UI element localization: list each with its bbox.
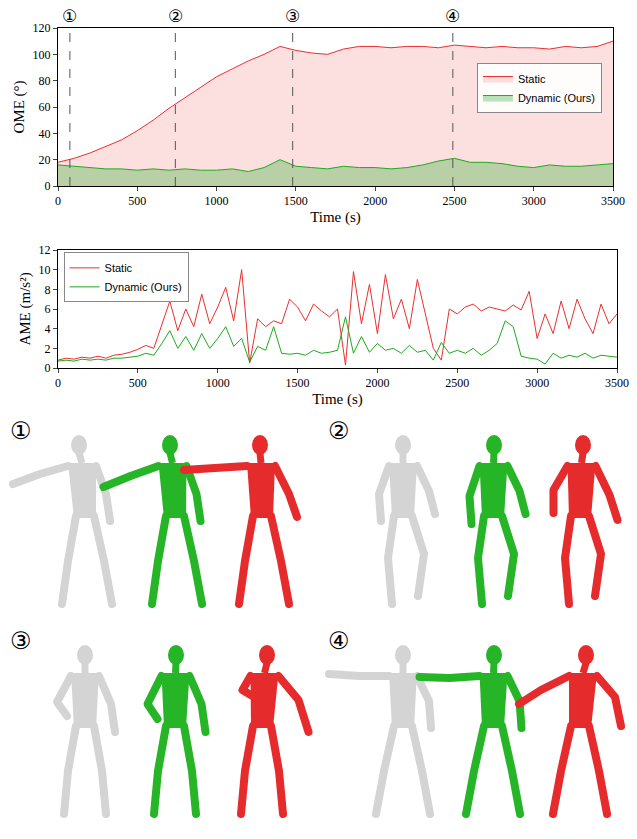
svg-text:①: ① xyxy=(62,6,77,26)
svg-text:0: 0 xyxy=(55,376,61,390)
svg-text:②: ② xyxy=(168,6,183,26)
svg-text:0: 0 xyxy=(55,194,61,208)
svg-text:1500: 1500 xyxy=(284,194,308,208)
svg-text:2000: 2000 xyxy=(365,376,389,390)
svg-text:OME (°): OME (°) xyxy=(11,80,28,133)
svg-text:Static: Static xyxy=(518,73,546,85)
svg-text:3000: 3000 xyxy=(525,376,549,390)
svg-text:②: ② xyxy=(328,417,350,445)
svg-text:500: 500 xyxy=(129,376,147,390)
svg-text:0: 0 xyxy=(45,361,51,375)
svg-text:12: 12 xyxy=(39,243,51,257)
svg-text:④: ④ xyxy=(328,627,350,655)
svg-text:4: 4 xyxy=(45,322,51,336)
svg-text:3000: 3000 xyxy=(522,194,546,208)
svg-text:20: 20 xyxy=(39,153,51,167)
svg-text:Time (s): Time (s) xyxy=(310,209,361,226)
svg-text:Dynamic (Ours): Dynamic (Ours) xyxy=(105,281,182,293)
svg-text:Dynamic (Ours): Dynamic (Ours) xyxy=(518,92,595,104)
svg-text:3500: 3500 xyxy=(605,376,629,390)
svg-text:3500: 3500 xyxy=(601,194,625,208)
svg-text:2500: 2500 xyxy=(442,194,466,208)
svg-text:120: 120 xyxy=(33,21,51,35)
svg-text:6: 6 xyxy=(45,302,51,316)
svg-text:10: 10 xyxy=(39,263,51,277)
svg-text:③: ③ xyxy=(285,6,300,26)
svg-text:0: 0 xyxy=(45,179,51,193)
svg-text:Static: Static xyxy=(105,262,133,274)
svg-text:8: 8 xyxy=(45,283,51,297)
svg-text:AME (m/s²): AME (m/s²) xyxy=(17,272,34,345)
svg-text:80: 80 xyxy=(39,74,51,88)
svg-text:100: 100 xyxy=(33,48,51,62)
svg-text:1500: 1500 xyxy=(286,376,310,390)
svg-text:2: 2 xyxy=(45,342,51,356)
svg-text:2000: 2000 xyxy=(363,194,387,208)
svg-text:60: 60 xyxy=(39,100,51,114)
svg-text:④: ④ xyxy=(445,6,460,26)
svg-text:①: ① xyxy=(10,417,32,445)
svg-text:2500: 2500 xyxy=(445,376,469,390)
svg-text:1000: 1000 xyxy=(206,376,230,390)
svg-text:500: 500 xyxy=(128,194,146,208)
svg-text:③: ③ xyxy=(10,627,32,655)
svg-text:40: 40 xyxy=(39,127,51,141)
svg-text:1000: 1000 xyxy=(205,194,229,208)
svg-text:Time (s): Time (s) xyxy=(312,391,363,408)
